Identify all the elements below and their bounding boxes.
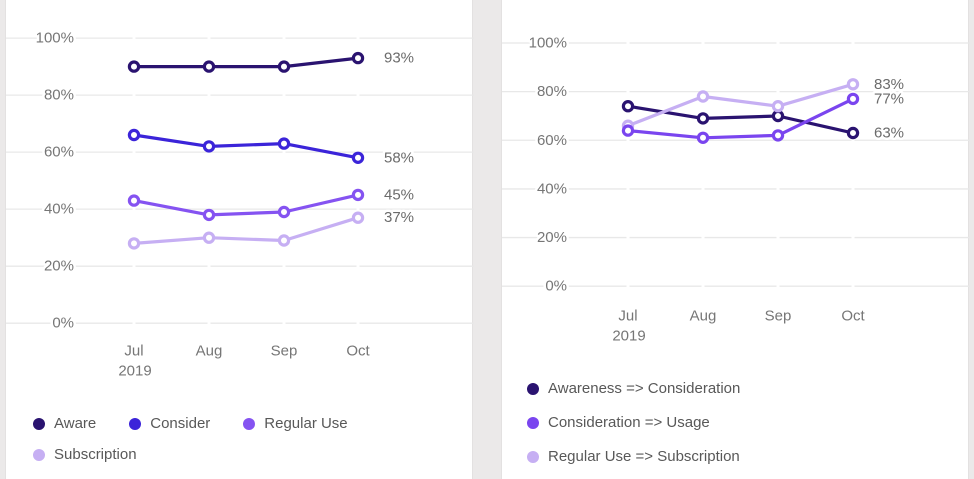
data-point-marker[interactable] xyxy=(127,237,141,250)
data-point-marker[interactable] xyxy=(127,60,141,73)
x-axis-tick-label: Oct xyxy=(346,343,370,360)
data-point-marker[interactable] xyxy=(202,231,216,244)
data-point-marker[interactable] xyxy=(202,140,216,153)
series-line[interactable] xyxy=(133,193,359,217)
x-axis-tick-label: Jul xyxy=(124,343,143,360)
x-axis-year-label: 2019 xyxy=(118,363,151,380)
legend-label: Aware xyxy=(54,415,97,432)
data-point-marker[interactable] xyxy=(351,211,365,224)
x-axis-year-label: 2019 xyxy=(612,328,645,345)
series-line[interactable] xyxy=(133,216,359,245)
x-axis-tick-label: Aug xyxy=(690,308,717,325)
y-axis-tick-label: 20% xyxy=(537,229,567,246)
data-point-marker[interactable] xyxy=(846,126,860,140)
series-value-label: 63% xyxy=(874,125,904,142)
data-point-marker[interactable] xyxy=(351,51,365,65)
series-value-label: 83% xyxy=(874,76,904,93)
legend-item[interactable]: Regular Use => Subscription xyxy=(527,446,740,467)
y-axis-tick-label: 0% xyxy=(545,278,567,295)
y-axis-tick-label: 20% xyxy=(44,258,74,275)
y-axis-tick-label: 100% xyxy=(529,35,567,52)
series-line[interactable] xyxy=(627,82,854,128)
y-axis-tick-label: 80% xyxy=(537,83,567,100)
legend-item[interactable]: Regular Use xyxy=(243,413,348,434)
legend-item[interactable]: Awareness => Consideration xyxy=(527,378,740,399)
data-point-marker[interactable] xyxy=(277,60,291,73)
legend-item[interactable]: Subscription xyxy=(33,444,137,465)
data-point-marker[interactable] xyxy=(202,60,216,73)
y-axis-tick-label: 40% xyxy=(537,180,567,197)
legend-label: Subscription xyxy=(54,446,137,463)
x-axis-tick-label: Jul xyxy=(618,308,637,325)
series-value-label: 37% xyxy=(384,209,414,226)
series-line[interactable] xyxy=(627,104,854,135)
conversion-chart-legend: Awareness => Consideration Consideration … xyxy=(527,378,947,467)
stages-line-chart[interactable]: 100% 80% 60% 40% 20% 0% Jul Aug Sep Oct 2019 93% 58%… xyxy=(6,0,474,479)
data-point-marker[interactable] xyxy=(846,92,860,106)
data-point-marker[interactable] xyxy=(351,188,365,202)
legend-swatch-icon xyxy=(527,382,539,395)
y-axis-tick-label: 40% xyxy=(44,201,74,218)
legend-label: Consideration => Usage xyxy=(548,414,710,431)
x-axis-tick-label: Sep xyxy=(271,343,298,360)
series-value-label: 45% xyxy=(384,186,414,203)
y-axis-tick-label: 0% xyxy=(52,315,74,332)
data-point-marker[interactable] xyxy=(696,131,710,144)
x-axis-tick-label: Oct xyxy=(841,308,865,325)
legend-swatch-icon xyxy=(243,417,256,430)
y-axis-tick-label: 60% xyxy=(44,144,74,161)
data-point-marker[interactable] xyxy=(202,208,216,222)
series-value-label: 93% xyxy=(384,50,414,67)
data-point-marker[interactable] xyxy=(277,137,291,150)
data-point-marker[interactable] xyxy=(277,205,291,219)
data-point-marker[interactable] xyxy=(621,99,635,113)
data-point-marker[interactable] xyxy=(846,78,860,91)
data-point-marker[interactable] xyxy=(351,151,365,164)
y-axis-tick-label: 100% xyxy=(36,30,74,47)
data-point-marker[interactable] xyxy=(621,124,635,137)
stages-chart-legend: Aware Consider Regular Use Subscription xyxy=(33,413,459,465)
x-axis-tick-label: Sep xyxy=(765,308,792,325)
legend-item[interactable]: Consider xyxy=(129,413,210,434)
series-value-label: 58% xyxy=(384,149,414,166)
series-line[interactable] xyxy=(133,133,359,160)
legend-label: Regular Use => Subscription xyxy=(548,448,740,465)
legend-label: Awareness => Consideration xyxy=(548,380,741,397)
series-line[interactable] xyxy=(134,56,359,69)
y-axis-tick-label: 80% xyxy=(44,87,74,104)
legend-swatch-icon xyxy=(527,416,539,429)
funnel-stages-card: 100% 80% 60% 40% 20% 0% Jul Aug Sep Oct 2019 93% 58%… xyxy=(5,0,474,479)
data-point-marker[interactable] xyxy=(771,99,785,113)
legend-swatch-icon xyxy=(33,417,45,430)
legend-swatch-icon xyxy=(129,417,142,430)
data-point-marker[interactable] xyxy=(771,129,785,142)
legend-label: Regular Use xyxy=(264,415,348,432)
data-point-marker[interactable] xyxy=(771,109,785,123)
legend-swatch-icon xyxy=(33,448,45,461)
legend-item[interactable]: Consideration => Usage xyxy=(527,412,710,433)
series-line[interactable] xyxy=(627,97,854,140)
legend-label: Consider xyxy=(150,415,211,432)
data-point-marker[interactable] xyxy=(696,112,710,125)
conversion-rates-card: 100% 80% 60% 40% 20% 0% Jul Aug Sep Oct 2019 63% 77%… xyxy=(501,0,970,479)
x-axis-tick-label: Aug xyxy=(196,343,223,360)
y-axis-tick-label: 60% xyxy=(537,132,567,149)
data-point-marker[interactable] xyxy=(696,90,710,103)
data-point-marker[interactable] xyxy=(127,194,141,207)
data-point-marker[interactable] xyxy=(127,128,141,142)
data-point-marker[interactable] xyxy=(277,234,291,247)
legend-item[interactable]: Aware xyxy=(33,413,96,434)
conversion-line-chart[interactable]: 100% 80% 60% 40% 20% 0% Jul Aug Sep Oct 2019 63% 77%… xyxy=(502,0,970,479)
legend-swatch-icon xyxy=(527,450,539,463)
series-value-label: 77% xyxy=(874,90,904,107)
